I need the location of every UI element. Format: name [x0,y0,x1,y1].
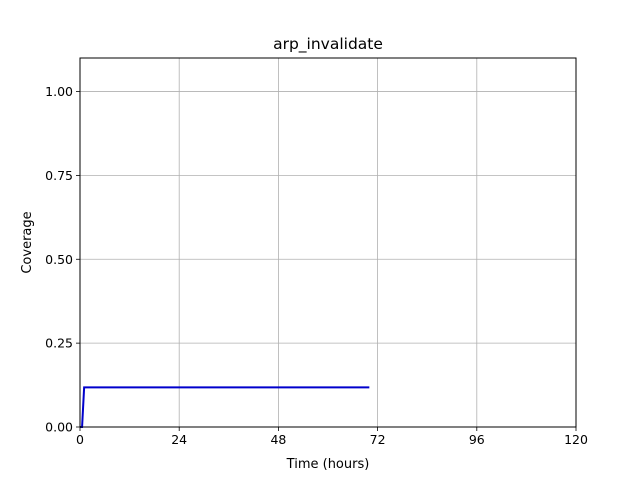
x-tick-label: 24 [171,432,187,447]
y-tick-label: 0.50 [45,252,73,267]
y-tick-label: 0.75 [45,168,73,183]
x-tick-label: 48 [270,432,286,447]
plot-frame [79,57,577,428]
x-tick-label: 120 [564,432,588,447]
x-tick-label: 72 [370,432,386,447]
y-tick-label: 1.00 [45,84,73,99]
x-axis-label: Time (hours) [286,457,370,472]
y-tick-label: 0.25 [45,336,73,351]
y-axis-label: Coverage [20,211,35,273]
chart-title: arp_invalidate [273,35,383,54]
y-tick-label: 0.00 [45,420,73,435]
x-tick-label: 96 [469,432,485,447]
x-tick-label: 0 [76,432,84,447]
ticks: 0 24 48 72 96 120 0.00 0.25 0.50 0.75 1.00 [45,84,588,447]
